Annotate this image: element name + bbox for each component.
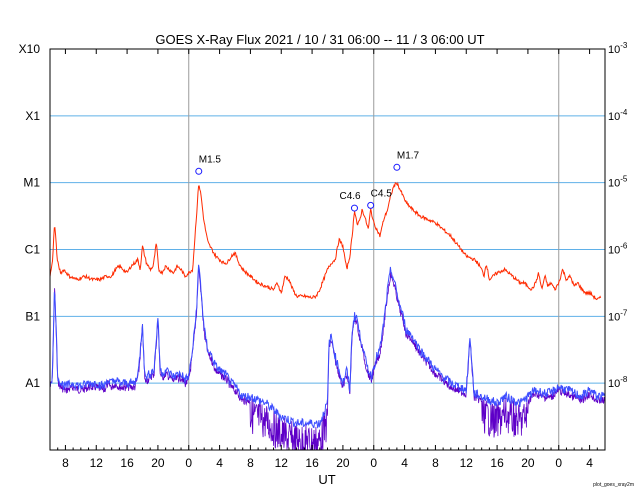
y-right-label-base: 10 (608, 178, 620, 190)
flare-marker (350, 204, 358, 212)
flare-label: M1.5 (199, 154, 222, 165)
x-tick-label: 0 (555, 456, 562, 470)
y-right-label: 10-8 (608, 375, 628, 390)
y-right-label-exponent: -5 (620, 175, 628, 184)
y-right-label: 10-4 (608, 108, 628, 123)
y-right-label-exponent: -6 (620, 242, 628, 251)
y-right-label: 10-3 (608, 41, 628, 56)
y-right-label-base: 10 (608, 44, 620, 56)
x-tick-label: 20 (336, 456, 350, 470)
x-tick-label: 8 (432, 456, 439, 470)
x-tick-label: 8 (62, 456, 69, 470)
y-right-label-base: 10 (608, 311, 620, 323)
y-right-label: 10-5 (608, 175, 628, 190)
x-tick-label: 20 (151, 456, 165, 470)
y-right-label-exponent: -3 (620, 41, 628, 50)
y-left-label: X1 (25, 109, 40, 123)
y-left-label: X10 (19, 42, 41, 56)
long-channel-line (49, 181, 602, 301)
x-axis-label: UT (318, 472, 335, 487)
x-tick-label: 8 (247, 456, 254, 470)
x-tick-label: 0 (185, 456, 192, 470)
flare-label: C4.6 (339, 191, 361, 202)
short-channel-line (49, 264, 606, 429)
chart-title: GOES X-Ray Flux 2021 / 10 / 31 06:00 -- … (155, 32, 484, 47)
y-left-label: M1 (23, 176, 40, 190)
x-tick-label: 4 (216, 456, 223, 470)
y-right-label-base: 10 (608, 378, 620, 390)
data-series (49, 181, 606, 451)
x-tick-label: 12 (90, 456, 104, 470)
purple-noise-line (49, 268, 606, 451)
y-right-label: 10-6 (608, 242, 628, 257)
y-left-label: A1 (25, 376, 40, 390)
x-tick-label: 12 (460, 456, 474, 470)
flare-marker (393, 163, 401, 171)
x-tick-label: 20 (521, 456, 535, 470)
y-right-label-base: 10 (608, 245, 620, 257)
x-tick-label: 4 (401, 456, 408, 470)
y-right-label-exponent: -4 (620, 108, 628, 117)
y-left-label: C1 (25, 243, 41, 257)
footer-caption: plot_goes_xray2m (593, 482, 634, 488)
flare-marker (367, 201, 375, 209)
x-tick-label: 0 (370, 456, 377, 470)
x-tick-label: 16 (305, 456, 319, 470)
x-tick-label: 12 (275, 456, 289, 470)
x-tick-label: 4 (586, 456, 593, 470)
flare-label: M1.7 (397, 150, 420, 161)
y-right-label-base: 10 (608, 111, 620, 123)
y-right-label: 10-7 (608, 308, 628, 323)
x-tick-label: 16 (490, 456, 504, 470)
axis-ticks: 8 12 16 20 0 4 8 12 16 20 0 4 8 12 16 20 0 4 A1 B1 C1 M1 X1 X10… (19, 41, 628, 470)
x-tick-label: 16 (120, 456, 134, 470)
flare-marker (195, 167, 203, 175)
flare-label: C4.5 (371, 188, 393, 199)
y-left-label: B1 (25, 309, 40, 323)
y-right-label-exponent: -8 (620, 375, 628, 384)
flare-markers: M1.5 C4.6 C4.5 M1.7 (195, 150, 420, 212)
y-right-label-exponent: -7 (620, 308, 628, 317)
